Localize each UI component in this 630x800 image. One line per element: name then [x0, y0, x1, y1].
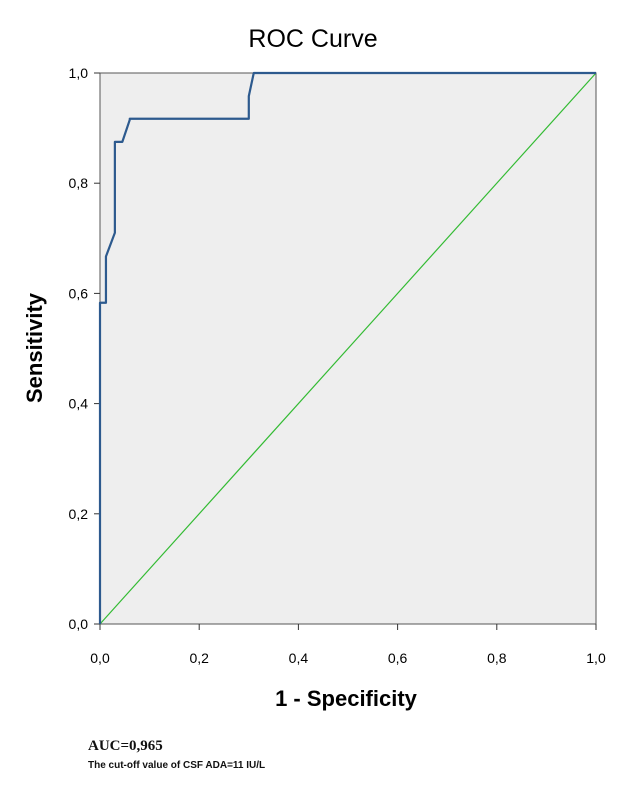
x-axis-title: 1 - Specificity	[275, 686, 418, 711]
roc-chart: ROC Curve 0,0 0,2 0,4 0,6 0,8 1,0 0,0 0,2 0,4 0,6…	[22, 25, 606, 711]
y-tick-label: 0,4	[69, 396, 89, 412]
x-tick-label: 0,8	[487, 650, 507, 666]
x-tick-label: 0,4	[289, 650, 309, 666]
y-axis-title: Sensitivity	[22, 292, 47, 403]
roc-curve-line	[98, 71, 596, 624]
y-tick-label: 0,6	[69, 285, 89, 301]
x-tick-label: 0,2	[189, 650, 209, 666]
y-tick-label: 0,0	[69, 616, 89, 632]
y-tick-label: 0,8	[69, 175, 89, 191]
x-tick-label: 0,0	[90, 650, 110, 666]
reference-diagonal-line	[99, 72, 597, 625]
auc-annotation: AUC=0,965	[88, 738, 163, 754]
x-tick-label: 0,6	[388, 650, 408, 666]
chart-title: ROC Curve	[248, 25, 377, 53]
cutoff-annotation: The cut-off value of CSF ADA=11 IU/L	[88, 760, 266, 771]
x-tick-label: 1,0	[586, 650, 606, 666]
y-tick-label: 0,2	[69, 506, 89, 522]
y-tick-label: 1,0	[69, 65, 89, 81]
